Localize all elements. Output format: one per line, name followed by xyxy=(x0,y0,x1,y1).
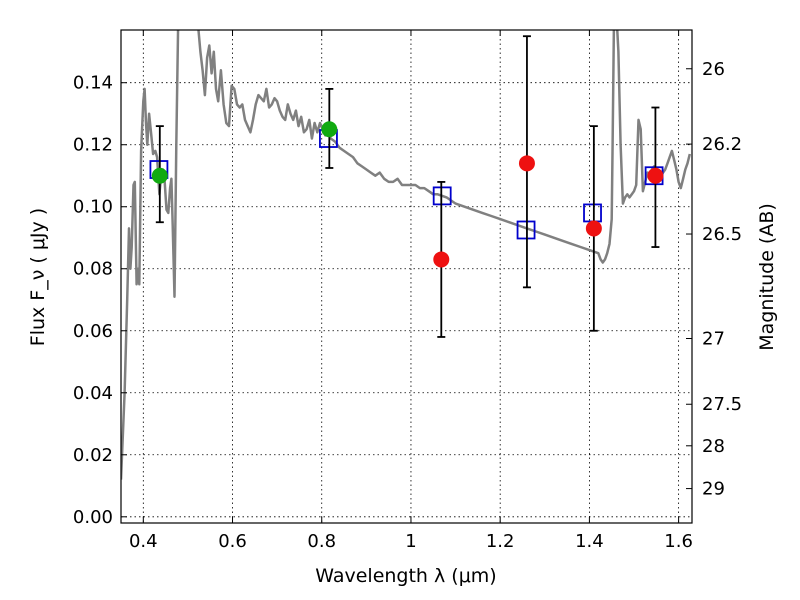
right-tick-label: 28 xyxy=(702,436,725,457)
y-axis-label-left: Flux F_ν ( μJy ) xyxy=(27,208,49,346)
y-axis-left: 0.00 0.02 0.04 0.06 0.08 0.10 0.12 0.14 xyxy=(73,73,127,528)
x-tick-label: 1 xyxy=(405,531,416,552)
y-tick-label: 0.14 xyxy=(73,73,113,94)
right-tick-label: 26 xyxy=(702,59,725,80)
data-point-red xyxy=(647,167,664,184)
right-tick-label: 26.5 xyxy=(702,224,742,245)
x-tick-label: 1.2 xyxy=(486,531,515,552)
y-tick-label: 0.10 xyxy=(73,197,113,218)
right-tick-label: 27 xyxy=(702,329,725,350)
x-axis: 0.4 0.6 0.8 1 1.2 1.4 1.6 xyxy=(129,30,693,552)
y-tick-label: 0.00 xyxy=(73,507,113,528)
right-tick-label: 26.2 xyxy=(702,134,742,155)
x-tick-label: 1.6 xyxy=(664,531,693,552)
y-axis-label-right: Magnitude (AB) xyxy=(756,203,778,351)
x-tick-label: 1.4 xyxy=(575,531,604,552)
x-tick-label: 0.8 xyxy=(307,531,336,552)
data-point-red xyxy=(433,251,450,268)
x-axis-label: Wavelength λ (μm) xyxy=(315,565,496,587)
y-tick-label: 0.04 xyxy=(73,383,113,404)
data-point-red xyxy=(518,155,535,172)
grid-lines xyxy=(121,30,692,523)
data-point-green xyxy=(151,167,168,184)
plot-frame xyxy=(120,29,693,524)
x-tick-label: 0.4 xyxy=(129,531,158,552)
y-tick-label: 0.12 xyxy=(73,135,113,156)
x-tick-label: 0.6 xyxy=(218,531,247,552)
plot-area xyxy=(121,30,692,480)
y-tick-label: 0.02 xyxy=(73,445,113,466)
y-tick-label: 0.08 xyxy=(73,259,113,280)
data-point-green xyxy=(321,121,338,138)
y-tick-label: 0.06 xyxy=(73,321,113,342)
right-tick-label: 29 xyxy=(702,479,725,500)
y-axis-right: 26 26.2 26.5 27 27.5 28 29 xyxy=(686,59,742,500)
data-point-red xyxy=(585,220,602,237)
right-tick-label: 27.5 xyxy=(702,394,742,415)
